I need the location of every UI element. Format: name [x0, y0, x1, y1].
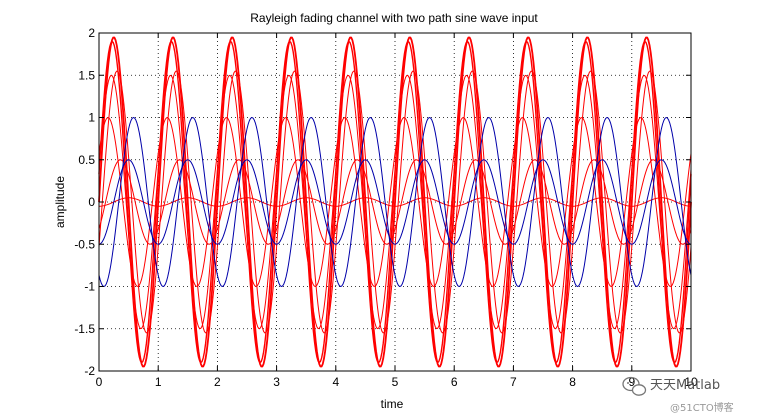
- x-tick-label: 2: [214, 375, 221, 389]
- y-tick-label: 2: [88, 26, 95, 40]
- y-tick-label: -2: [84, 364, 95, 378]
- plot-area: [98, 32, 692, 372]
- y-tick-label: 0: [88, 195, 95, 209]
- x-tick-label: 7: [510, 375, 517, 389]
- wechat-icon: [622, 376, 647, 396]
- series-line-6: [98, 159, 692, 245]
- series-line-5: [98, 117, 692, 287]
- y-tick-label: -0.5: [74, 237, 95, 251]
- x-tick-label: 1: [155, 375, 162, 389]
- watermark-main-text: 天天Matlab: [650, 378, 720, 393]
- chart-title: Rayleigh fading channel with two path si…: [250, 11, 538, 25]
- y-axis-label: amplitude: [53, 176, 67, 228]
- series-line-9: [98, 159, 692, 245]
- x-tick-label: 0: [96, 375, 103, 389]
- series-line-8: [98, 117, 692, 287]
- series-line-4: [98, 74, 692, 330]
- x-tick-label: 5: [392, 375, 399, 389]
- y-tick-label: 1.5: [78, 68, 95, 82]
- x-tick-label: 8: [569, 375, 576, 389]
- x-tick-label: 10: [684, 375, 698, 389]
- y-tick-label: -1: [84, 280, 95, 294]
- y-tick-label: 0.5: [78, 153, 95, 167]
- x-tick-label: 4: [332, 375, 339, 389]
- y-tick-label: -1.5: [74, 322, 95, 336]
- series-lines: [98, 36, 692, 368]
- x-tick-label: 9: [628, 375, 635, 389]
- watermark-sub-text: @51CTO博客: [670, 401, 734, 414]
- axis-ticks: [98, 32, 692, 372]
- x-tick-label: 3: [273, 375, 280, 389]
- x-tick-label: 6: [451, 375, 458, 389]
- watermark: 天天Matlab @51CTO博客: [622, 376, 734, 414]
- y-tick-labels: -2 -1.5 -1 -0.5 0 0.5 1 1.5 2: [74, 26, 95, 378]
- x-axis-label: time: [381, 397, 404, 411]
- x-tick-labels: 0 1 2 3 4 5 6 7 8 9 10: [96, 375, 698, 389]
- y-tick-label: 1: [88, 111, 95, 125]
- series-line-1: [98, 36, 692, 368]
